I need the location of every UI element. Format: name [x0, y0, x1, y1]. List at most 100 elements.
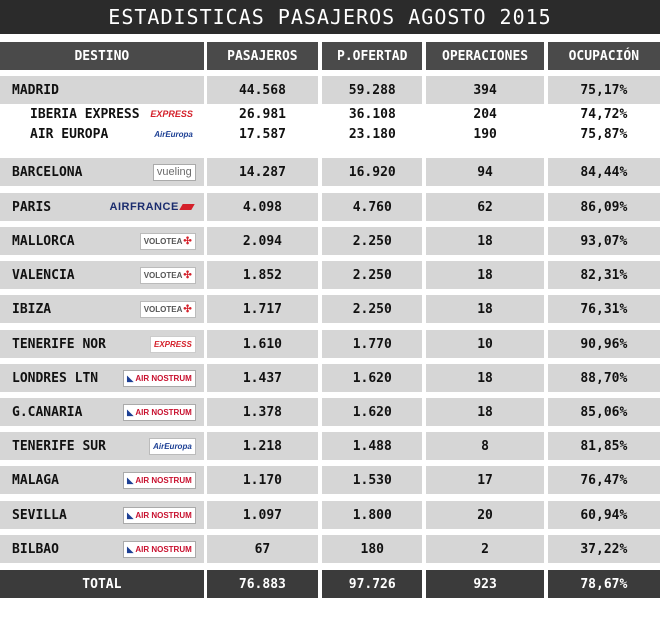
volotea-logo: VOLOTEA ✣ — [139, 232, 196, 250]
pasajeros-cell: 1.437 — [206, 364, 319, 392]
operaciones-cell: 204 — [426, 104, 544, 124]
ocupacion-cell: 88,70% — [547, 364, 660, 392]
header-pasajeros: PASAJEROS — [206, 42, 319, 70]
operaciones-cell: 18 — [426, 261, 544, 289]
operaciones-cell: 62 — [426, 193, 544, 221]
operaciones-cell: 2 — [426, 535, 544, 563]
operaciones-cell: 190 — [426, 124, 544, 144]
operaciones-cell: 94 — [426, 158, 544, 186]
air-nostrum-mark-icon: ◣ — [127, 544, 134, 554]
page-title: ESTADISTICAS PASAJEROS AGOSTO 2015 — [0, 0, 660, 34]
air-nostrum-logo: ◣ AIR NOSTRUM — [123, 471, 196, 489]
header-oferta: P.OFERTAD — [322, 42, 423, 70]
total-oferta: 97.726 — [322, 570, 423, 598]
pasajeros-cell: 67 — [206, 535, 319, 563]
destino-cell: MALAGA ◣ AIR NOSTRUM — [0, 466, 204, 494]
volotea-logo: VOLOTEA ✣ — [139, 266, 196, 284]
ocupacion-cell: 37,22% — [547, 535, 660, 563]
oferta-cell: 180 — [322, 535, 423, 563]
pasajeros-cell: 17.587 — [206, 124, 319, 144]
ocupacion-cell: 75,17% — [547, 76, 660, 104]
ocupacion-cell: 76,47% — [547, 466, 660, 494]
iberia-express-logo: EXPRESS — [149, 335, 196, 353]
destino-cell: TENERIFE NOR EXPRESS — [0, 330, 204, 358]
ocupacion-cell: 84,44% — [547, 158, 660, 186]
oferta-cell: 4.760 — [322, 193, 423, 221]
volotea-mark-icon: ✣ — [183, 235, 192, 247]
pasajeros-cell: 1.170 — [206, 466, 319, 494]
air-nostrum-logo: ◣ AIR NOSTRUM — [123, 540, 196, 558]
destino-cell: VALENCIA VOLOTEA ✣ — [0, 261, 204, 289]
operaciones-cell: 10 — [426, 330, 544, 358]
destino-cell: LONDRES LTN ◣ AIR NOSTRUM — [0, 364, 204, 392]
total-operaciones: 923 — [426, 570, 544, 598]
table-row: VALENCIA VOLOTEA ✣ 1.852 2.250 18 82,31% — [0, 261, 660, 289]
oferta-cell: 1.488 — [322, 432, 423, 460]
table-row: MALAGA ◣ AIR NOSTRUM 1.170 1.530 17 76,47% — [0, 466, 660, 494]
operaciones-cell: 18 — [426, 227, 544, 255]
table-subrow: AIR EUROPA AirEuropa 17.587 23.180 190 75… — [0, 124, 660, 144]
volotea-mark-icon: ✣ — [183, 269, 192, 281]
oferta-cell: 2.250 — [322, 295, 423, 323]
oferta-cell: 16.920 — [322, 158, 423, 186]
operaciones-cell: 394 — [426, 76, 544, 104]
ocupacion-cell: 90,96% — [547, 330, 660, 358]
volotea-mark-icon: ✣ — [183, 303, 192, 315]
air-nostrum-mark-icon: ◣ — [127, 373, 134, 383]
table-row: MADRID 44.568 59.288 394 75,17% — [0, 76, 660, 104]
ocupacion-cell: 81,85% — [547, 432, 660, 460]
pasajeros-cell: 1.610 — [206, 330, 319, 358]
oferta-cell: 23.180 — [322, 124, 423, 144]
oferta-cell: 1.620 — [322, 364, 423, 392]
table-subrow: IBERIA EXPRESS EXPRESS 26.981 36.108 204 … — [0, 104, 660, 124]
table-row: BILBAO ◣ AIR NOSTRUM 67 180 2 37,22% — [0, 535, 660, 563]
header-operaciones: OPERACIONES — [426, 42, 544, 70]
pasajeros-cell: 26.981 — [206, 104, 319, 124]
air-nostrum-mark-icon: ◣ — [127, 510, 134, 520]
table-row: TENERIFE SUR AirEuropa 1.218 1.488 8 81,8… — [0, 432, 660, 460]
destino-cell: G.CANARIA ◣ AIR NOSTRUM — [0, 398, 204, 426]
destino-cell: PARIS AIRFRANCE — [0, 193, 204, 221]
air-nostrum-logo: ◣ AIR NOSTRUM — [123, 506, 196, 524]
header-destino: DESTINO — [0, 42, 204, 70]
operaciones-cell: 18 — [426, 295, 544, 323]
operaciones-cell: 18 — [426, 364, 544, 392]
destino-cell: MADRID — [0, 76, 204, 104]
destino-cell: IBIZA VOLOTEA ✣ — [0, 295, 204, 323]
oferta-cell: 36.108 — [322, 104, 423, 124]
total-row: TOTAL 76.883 97.726 923 78,67% — [0, 570, 660, 598]
table-row: SEVILLA ◣ AIR NOSTRUM 1.097 1.800 20 60,94… — [0, 501, 660, 529]
table-row: IBIZA VOLOTEA ✣ 1.717 2.250 18 76,31% — [0, 295, 660, 323]
air-nostrum-logo: ◣ AIR NOSTRUM — [123, 403, 196, 421]
pasajeros-cell: 1.717 — [206, 295, 319, 323]
air-europa-logo: AirEuropa — [149, 437, 196, 455]
table-row: BARCELONA vueling 14.287 16.920 94 84,44% — [0, 158, 660, 186]
pasajeros-cell: 1.218 — [206, 432, 319, 460]
operaciones-cell: 8 — [426, 432, 544, 460]
table-row: LONDRES LTN ◣ AIR NOSTRUM 1.437 1.620 18 8… — [0, 364, 660, 392]
oferta-cell: 1.530 — [322, 466, 423, 494]
iberia-express-logo: EXPRESS — [150, 109, 193, 119]
pasajeros-cell: 4.098 — [206, 193, 319, 221]
destino-cell: SEVILLA ◣ AIR NOSTRUM — [0, 501, 204, 529]
destino-cell: BILBAO ◣ AIR NOSTRUM — [0, 535, 204, 563]
table-header: DESTINO PASAJEROS P.OFERTAD OPERACIONES … — [0, 42, 660, 70]
table-row: G.CANARIA ◣ AIR NOSTRUM 1.378 1.620 18 85,… — [0, 398, 660, 426]
pasajeros-cell: 14.287 — [206, 158, 319, 186]
destino-cell: TENERIFE SUR AirEuropa — [0, 432, 204, 460]
volotea-logo: VOLOTEA ✣ — [139, 300, 196, 318]
table-row: PARIS AIRFRANCE 4.098 4.760 62 86,09% — [0, 193, 660, 221]
air-france-logo: AIRFRANCE — [107, 200, 196, 215]
oferta-cell: 1.770 — [322, 330, 423, 358]
ocupacion-cell: 74,72% — [547, 104, 660, 124]
air-europa-logo: AirEuropa — [154, 129, 193, 139]
table-row: MALLORCA VOLOTEA ✣ 2.094 2.250 18 93,07% — [0, 227, 660, 255]
air-france-stripe-icon — [179, 204, 195, 210]
ocupacion-cell: 85,06% — [547, 398, 660, 426]
operaciones-cell: 18 — [426, 398, 544, 426]
total-pasajeros: 76.883 — [206, 570, 319, 598]
ocupacion-cell: 82,31% — [547, 261, 660, 289]
oferta-cell: 1.800 — [322, 501, 423, 529]
pasajeros-cell: 1.097 — [206, 501, 319, 529]
ocupacion-cell: 75,87% — [547, 124, 660, 144]
